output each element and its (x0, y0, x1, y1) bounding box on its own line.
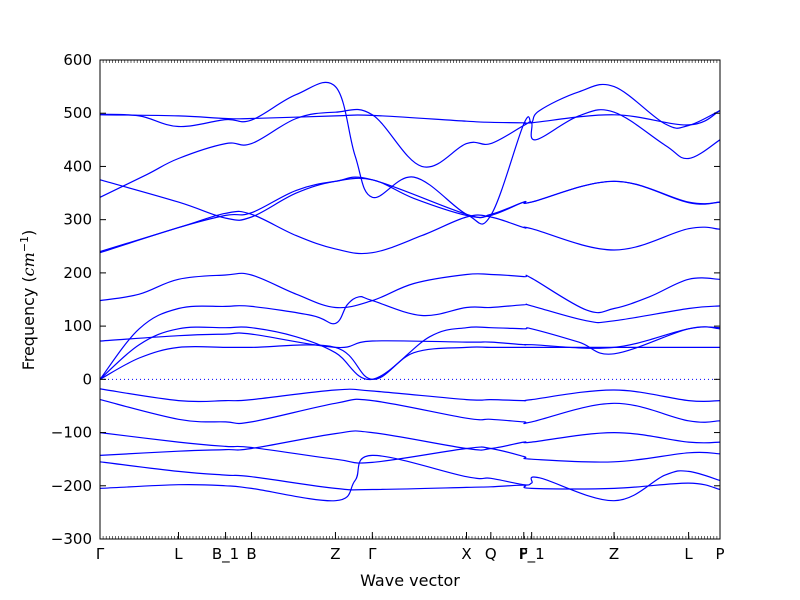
y-tick-label: −200 (51, 477, 92, 495)
band-line-14 (99, 177, 721, 221)
x-axis-label: Wave vector (360, 571, 460, 590)
plot-frame (99, 59, 721, 540)
y-tick-label: 600 (63, 51, 92, 69)
band-line-4 (99, 432, 721, 464)
y-tick-label: 200 (63, 264, 92, 282)
y-tick-label: 400 (63, 157, 92, 175)
band-line-5 (99, 398, 721, 425)
x-tick-label: Γ (368, 545, 377, 563)
x-tick-label: L (684, 545, 693, 563)
x-tick-label: F (519, 545, 528, 563)
band-line-1 (99, 454, 721, 502)
x-tick-label: Z (330, 545, 340, 563)
y-tick-label: 500 (63, 104, 92, 122)
y-axis-label-unit: cm (19, 252, 38, 276)
band-line-17 (99, 110, 721, 126)
y-tick-label: −100 (51, 424, 92, 442)
band-line-16 (99, 81, 721, 225)
x-tick-label: P_1 (519, 545, 545, 564)
x-tick-label: B (246, 545, 256, 563)
y-axis-label: Frequency (cm−1) (18, 230, 38, 371)
x-tick-label: P (715, 545, 724, 563)
band-line-2 (99, 461, 721, 491)
y-axis-label-exponent: −1 (18, 236, 31, 252)
y-tick-label: −300 (51, 530, 92, 548)
band-line-6 (99, 388, 721, 403)
band-line-11 (99, 272, 721, 314)
x-tick-label: Γ (96, 545, 105, 563)
band-line-15 (99, 108, 721, 198)
y-tick-label: 300 (63, 211, 92, 229)
x-axis-ticks: Γ L B_1 B Z Γ X Q FP_1 Z L P (96, 532, 725, 564)
y-tick-label: 100 (63, 317, 92, 335)
x-tick-label: Z (609, 545, 619, 563)
y-axis-label-close: ) (19, 230, 38, 236)
band-line-7 (99, 344, 720, 380)
x-tick-label: X (461, 545, 471, 563)
band-line-13 (99, 210, 721, 255)
x-tick-label: B_1 (212, 545, 239, 564)
series-layer (99, 81, 721, 502)
band-line-9 (99, 326, 721, 349)
y-axis-ticks: −300 −200 −100 0 100 200 300 400 500 600 (51, 51, 720, 548)
x-tick-label: Q (485, 545, 497, 563)
y-axis-label-text: Frequency ( (19, 276, 38, 370)
y-tick-label: 0 (82, 370, 92, 388)
x-tick-label: L (174, 545, 183, 563)
